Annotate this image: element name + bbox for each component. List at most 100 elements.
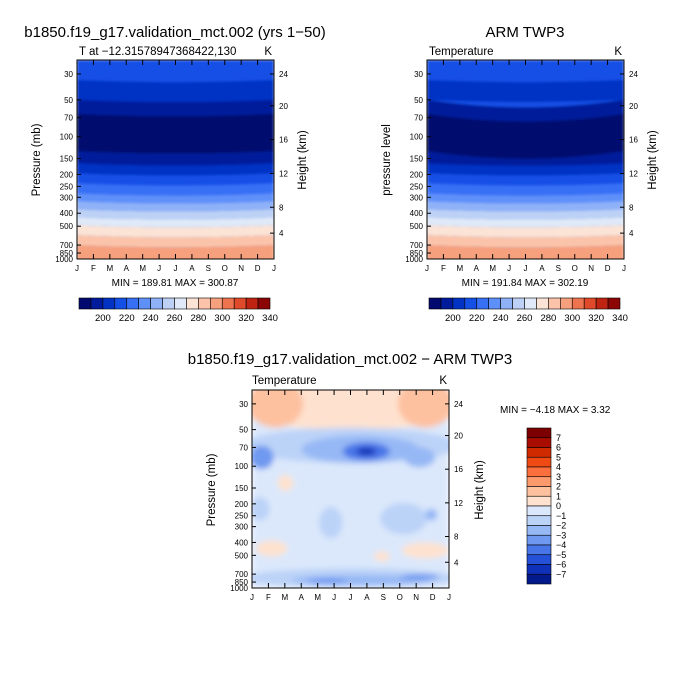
panel-units: K — [264, 46, 272, 58]
x-tick-label: M — [314, 593, 321, 602]
contour-field — [252, 390, 449, 588]
colorbar-label: 240 — [143, 313, 159, 324]
y2-axis-label: Height (km) — [647, 130, 659, 190]
contour-region — [425, 508, 438, 521]
contour-band — [427, 163, 624, 176]
y2-tick-label: 16 — [454, 465, 463, 474]
y2-tick-label: 12 — [454, 499, 463, 508]
x-tick-label: J — [174, 264, 178, 273]
contour-region — [277, 475, 294, 491]
y-tick-label: 30 — [414, 70, 423, 79]
y-tick-label: 70 — [414, 114, 423, 123]
x-tick-label: A — [299, 593, 305, 602]
colorbar-swatch — [526, 466, 552, 478]
y-tick-label: 400 — [235, 538, 249, 547]
contour-band — [427, 209, 624, 220]
x-tick-label: J — [622, 264, 626, 273]
y-tick-label: 850 — [410, 249, 424, 258]
contour-band — [77, 217, 274, 228]
colorbar-swatch — [500, 297, 513, 310]
colorbar-swatch — [150, 297, 163, 310]
colorbar-label: −7 — [556, 569, 566, 579]
y-tick-label: 200 — [410, 170, 424, 179]
contour-band — [427, 225, 624, 238]
x-tick-label: A — [539, 264, 545, 273]
panel-observation: ARM TWP3 Temperature K J F M A M J J A S O N D J3050… — [381, 24, 659, 324]
contour-band — [427, 99, 624, 122]
colorbar-swatch — [583, 297, 597, 310]
x-tick-label: J — [272, 264, 276, 273]
colorbar-swatch — [571, 297, 585, 310]
colorbar-swatch — [560, 297, 573, 310]
y-tick-label: 70 — [239, 443, 248, 452]
colorbar-swatch — [526, 525, 552, 536]
x-tick-label: J — [349, 593, 353, 602]
colorbar: 200 220 240 260 280 300 320 340 — [78, 297, 278, 324]
x-tick-label: A — [189, 264, 195, 273]
contour-region — [252, 445, 274, 470]
contour-region — [318, 506, 343, 539]
colorbar-swatch — [526, 534, 552, 546]
y-tick-label: 200 — [235, 500, 249, 509]
contour-band — [77, 79, 274, 103]
colorbar-label: −4 — [556, 540, 566, 550]
y2-tick-label: 20 — [454, 432, 463, 441]
colorbar-label: 220 — [469, 313, 485, 324]
y-axis-label: Pressure (mb) — [206, 453, 218, 526]
x-tick-label: A — [124, 264, 130, 273]
colorbar-swatch — [536, 297, 549, 310]
panel-units: K — [439, 375, 447, 387]
colorbar-swatch — [233, 297, 247, 310]
contour-region — [255, 540, 288, 557]
x-tick-label: N — [413, 593, 419, 602]
colorbar-swatch — [198, 297, 211, 310]
axes: J F M A M J J A S O N D J305070100150200250300400500… — [55, 60, 288, 273]
x-tick-label: F — [266, 593, 271, 602]
colorbar-swatch — [174, 297, 187, 310]
y2-axis-label: Height (km) — [297, 130, 309, 190]
y2-tick-label: 12 — [629, 169, 638, 178]
contour-band — [77, 209, 274, 220]
colorbar-swatch — [464, 297, 478, 310]
min-max-label: MIN = 189.81 MAX = 300.87 — [112, 278, 239, 289]
y-axis-label: pressure level — [381, 124, 393, 196]
colorbar-label: −3 — [556, 530, 566, 540]
x-tick-label: M — [106, 264, 113, 273]
colorbar-swatch — [526, 486, 552, 497]
colorbar-swatch — [526, 544, 552, 556]
contour-band — [427, 217, 624, 228]
x-tick-label: O — [222, 264, 228, 273]
y2-tick-label: 24 — [629, 70, 638, 79]
colorbar-swatch — [114, 297, 128, 310]
contour-region — [403, 447, 436, 468]
contour-region — [401, 542, 449, 559]
y-tick-label: 850 — [60, 249, 74, 258]
colorbar-label: 240 — [493, 313, 509, 324]
x-tick-label: F — [441, 264, 446, 273]
colorbar-label: 260 — [167, 313, 183, 324]
min-max-label: MIN = 191.84 MAX = 302.19 — [462, 278, 589, 289]
colorbar-label: 280 — [190, 313, 206, 324]
colorbar-swatch — [526, 495, 552, 507]
y2-tick-label: 12 — [279, 169, 288, 178]
x-tick-label: S — [556, 264, 561, 273]
axes: J F M A M J J A S O N D J305070100150200250300400500… — [230, 390, 463, 602]
contour-band — [77, 113, 274, 154]
y2-tick-label: 20 — [279, 102, 288, 111]
x-tick-label: J — [524, 264, 528, 273]
colorbar-swatch — [548, 297, 561, 310]
panel-title: b1850.f19_g17.validation_mct.002 (yrs 1−… — [24, 24, 325, 41]
colorbar-swatch — [512, 297, 525, 310]
contour-region — [356, 447, 377, 456]
contour-band — [427, 183, 624, 196]
colorbar-swatch — [476, 297, 489, 310]
y-tick-label: 500 — [60, 222, 74, 231]
colorbar-swatch — [210, 297, 223, 310]
y-tick-label: 1000 — [55, 255, 73, 264]
x-tick-label: N — [238, 264, 244, 273]
x-tick-label: O — [397, 593, 403, 602]
colorbar-label: −2 — [556, 521, 566, 531]
colorbar-swatch — [526, 427, 552, 439]
axes: J F M A M J J A S O N D J305070100150200250300400500… — [405, 60, 638, 273]
y-tick-label: 100 — [60, 133, 74, 142]
